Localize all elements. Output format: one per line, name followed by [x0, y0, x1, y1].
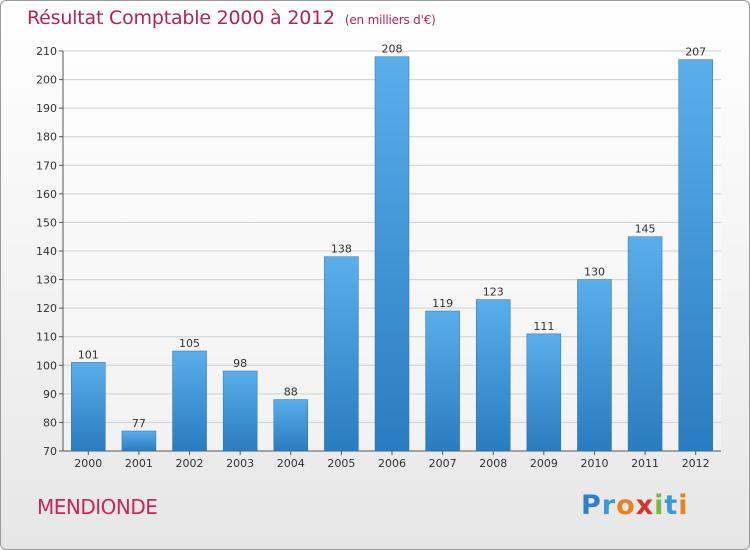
y-tick-label: 100 [36, 359, 57, 372]
x-tick-label: 2012 [682, 457, 710, 470]
bar [121, 430, 157, 452]
bar-value-label: 101 [78, 348, 99, 361]
bar-value-label: 123 [483, 286, 504, 299]
y-tick-label: 90 [43, 388, 57, 401]
y-tick-label: 150 [36, 216, 57, 229]
y-tick-label: 80 [43, 416, 57, 429]
y-tick-label: 190 [36, 102, 57, 115]
x-tick-label: 2000 [74, 457, 102, 470]
logo-letter: o [616, 490, 636, 521]
bar-value-label: 105 [179, 337, 200, 350]
bar [425, 310, 460, 452]
logo-letter: r [601, 490, 617, 521]
x-tick-label: 2002 [176, 457, 204, 470]
bar [273, 399, 309, 452]
y-tick-label: 200 [36, 74, 57, 87]
bar-value-label: 98 [233, 357, 247, 370]
y-tick-label: 170 [36, 159, 57, 172]
bar-value-label: 208 [382, 43, 403, 56]
x-tick-label: 2004 [277, 457, 305, 470]
bar [172, 350, 207, 452]
y-tick-label: 120 [36, 302, 57, 315]
chart-title: Résultat Comptable 2000 à 2012 (en millie… [27, 7, 436, 29]
x-tick-label: 2007 [429, 457, 457, 470]
x-tick-label: 2009 [530, 457, 558, 470]
y-tick-label: 110 [36, 331, 57, 344]
proxiti-logo: Proxiti [581, 490, 689, 521]
bar [577, 279, 612, 452]
bar [475, 299, 511, 452]
bar-value-label: 77 [132, 417, 146, 430]
bar-value-label: 130 [584, 266, 605, 279]
x-tick-label: 2011 [631, 457, 659, 470]
logo-letter: x [635, 490, 655, 521]
logo-letter: P [581, 490, 602, 521]
bar [374, 56, 410, 452]
y-tick-label: 140 [36, 245, 57, 258]
chart-title-text: Résultat Comptable 2000 à 2012 [27, 7, 335, 29]
bar-value-label: 119 [432, 297, 453, 310]
x-tick-label: 2001 [125, 457, 153, 470]
y-tick-label: 70 [43, 445, 57, 458]
bar-value-label: 111 [533, 320, 554, 333]
bar [324, 256, 359, 452]
y-tick-label: 130 [36, 274, 57, 287]
bar [526, 333, 562, 452]
bar [222, 370, 258, 452]
bar-value-label: 145 [635, 223, 656, 236]
x-tick-label: 2006 [378, 457, 406, 470]
bar-value-label: 138 [331, 243, 352, 256]
bar [71, 362, 106, 452]
y-tick-label: 160 [36, 188, 57, 201]
logo-letter: i [654, 490, 665, 521]
y-tick-label: 210 [36, 45, 57, 58]
commune-name: MENDIONDE [37, 495, 158, 519]
bar [678, 59, 713, 452]
logo-letter: t [664, 490, 679, 521]
chart-unit-note: (en milliers d'€) [344, 13, 436, 27]
x-tick-label: 2010 [580, 457, 608, 470]
x-tick-label: 2008 [479, 457, 507, 470]
bar [627, 236, 663, 452]
logo-letter: i [678, 490, 689, 521]
x-tick-label: 2005 [327, 457, 355, 470]
bar-value-label: 207 [685, 46, 706, 59]
x-tick-label: 2003 [226, 457, 254, 470]
y-tick-label: 180 [36, 131, 57, 144]
bar-value-label: 88 [284, 386, 298, 399]
